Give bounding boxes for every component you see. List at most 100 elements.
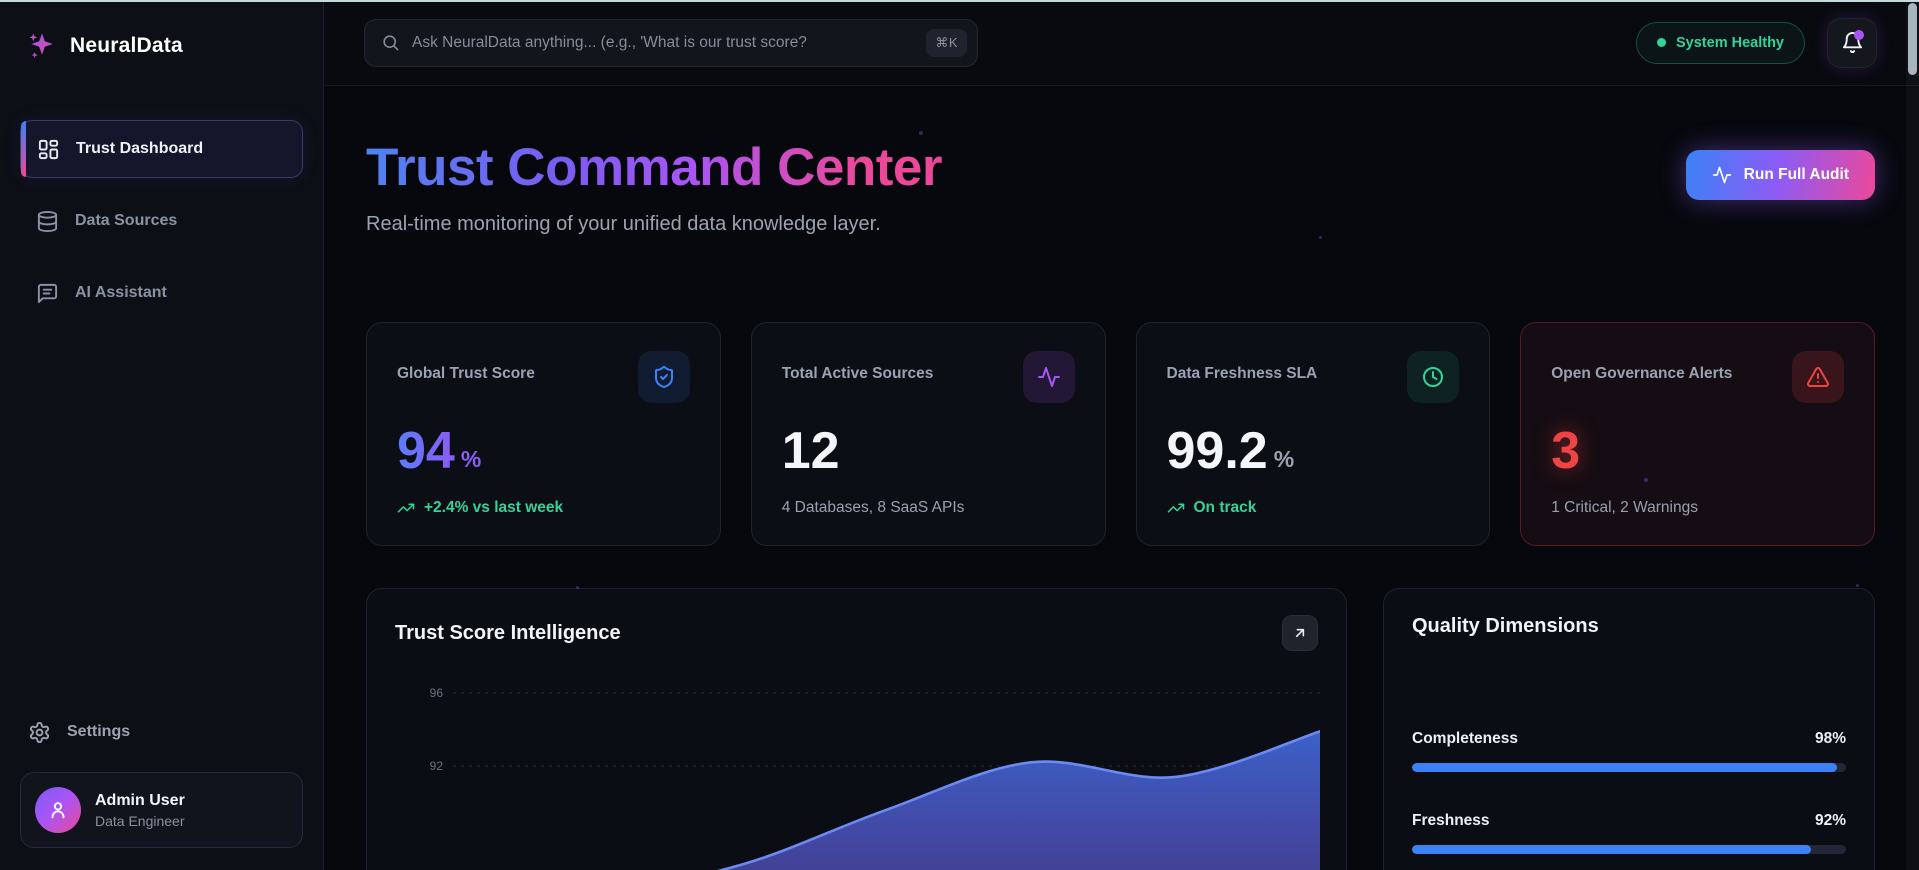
- trending-up-icon: [1167, 503, 1184, 513]
- active-accent-bar: [21, 121, 26, 177]
- dimension-value: 92%: [1814, 812, 1846, 830]
- sidebar-nav: Trust Dashboard Data Sources AI Assistan…: [0, 120, 323, 322]
- page-content: Trust Command Center Real-time monitorin…: [324, 86, 1919, 870]
- sidebar-item-trust-dashboard[interactable]: Trust Dashboard: [20, 120, 303, 178]
- progress-track: [1412, 763, 1846, 773]
- person-icon: [51, 802, 65, 819]
- system-status-badge: System Healthy: [1636, 21, 1805, 64]
- stat-card-global-trust-score: Global Trust Score 94 %: [366, 322, 721, 547]
- scrollbar-thumb[interactable]: [1908, 3, 1917, 75]
- decor-dot: [1856, 584, 1859, 587]
- bell-icon: [1842, 31, 1862, 54]
- stat-value: 12: [781, 422, 840, 481]
- notification-dot: [1854, 29, 1864, 40]
- page-title: Trust Command Center: [366, 138, 943, 197]
- stat-subtext: On track: [1167, 499, 1460, 517]
- stats-row: Global Trust Score 94 %: [366, 322, 1875, 547]
- window-top-edge: [0, 0, 1919, 2]
- sidebar-item-label: AI Assistant: [75, 284, 167, 301]
- svg-text:92: 92: [430, 759, 444, 773]
- sidebar-item-data-sources[interactable]: Data Sources: [20, 192, 303, 250]
- progress-fill: [1412, 845, 1812, 855]
- stat-subtext: 1 Critical, 2 Warnings: [1551, 499, 1698, 517]
- stat-card-data-freshness-sla: Data Freshness SLA 99.2 %: [1135, 322, 1491, 547]
- database-icon: [37, 210, 58, 232]
- stat-suffix: %: [1273, 446, 1295, 473]
- dimension-row-freshness: Freshness 92%: [1412, 812, 1846, 855]
- dimension-value: 98%: [1814, 730, 1846, 748]
- settings-label: Settings: [67, 723, 131, 740]
- alert-triangle-icon: [1807, 367, 1829, 388]
- dimension-label: Freshness: [1412, 812, 1490, 830]
- shield-check-icon: [654, 366, 673, 389]
- trust-score-chart: 96 92: [395, 673, 1322, 870]
- stat-icon-tile: [1407, 351, 1460, 404]
- status-dot: [1657, 38, 1666, 47]
- brand-logo: NeuralData: [0, 0, 323, 72]
- page-header-text: Trust Command Center Real-time monitorin…: [366, 138, 943, 236]
- dimension-label: Completeness: [1412, 730, 1518, 748]
- stat-subtext: 4 Databases, 8 SaaS APIs: [781, 499, 965, 517]
- brand-name: NeuralData: [70, 34, 183, 57]
- sidebar-item-label: Trust Dashboard: [76, 140, 204, 157]
- search-input[interactable]: [412, 33, 915, 52]
- stat-value: 3: [1551, 422, 1581, 481]
- stat-label: Data Freshness SLA: [1166, 365, 1318, 383]
- progress-fill: [1412, 763, 1838, 773]
- stat-subtext: +2.4% vs last week: [397, 499, 690, 517]
- svg-text:96: 96: [430, 686, 444, 700]
- sparkles-icon: [29, 33, 53, 59]
- search-bar[interactable]: ⌘K: [364, 18, 978, 67]
- main-area: ⌘K System Healthy T: [324, 0, 1919, 870]
- search-icon: [383, 35, 399, 51]
- gear-icon: [29, 721, 50, 743]
- trending-up-icon: [397, 503, 415, 513]
- notifications-button[interactable]: [1827, 17, 1877, 68]
- decor-dot: [919, 131, 923, 135]
- page-subtitle: Real-time monitoring of your unified dat…: [366, 213, 881, 236]
- stat-label: Total Active Sources: [781, 365, 934, 383]
- decor-dot: [1319, 236, 1322, 239]
- stat-icon-tile: [637, 351, 690, 404]
- chart-panel-title: Trust Score Intelligence: [395, 621, 621, 644]
- stat-icon-tile: [1022, 351, 1075, 404]
- stat-card-open-governance-alerts: Open Governance Alerts 3 1 Critical, 2 W…: [1520, 322, 1875, 547]
- quality-panel-title: Quality Dimensions: [1412, 615, 1599, 638]
- sidebar-item-ai-assistant[interactable]: AI Assistant: [20, 264, 303, 322]
- decor-dot: [1644, 478, 1648, 482]
- topbar: ⌘K System Healthy: [324, 0, 1919, 86]
- stat-card-total-active-sources: Total Active Sources 12 4 Databases, 8 S…: [750, 322, 1106, 547]
- quality-dimension-list: Completeness 98% Freshness 92%: [1412, 730, 1846, 855]
- sidebar: NeuralData Trust Dashboard Data Sources: [0, 0, 324, 870]
- cta-label: Run Full Audit: [1743, 166, 1849, 183]
- expand-chart-button[interactable]: [1282, 615, 1318, 652]
- clock-icon: [1423, 367, 1444, 388]
- sidebar-item-label: Data Sources: [75, 212, 178, 229]
- sidebar-spacer: [0, 322, 323, 710]
- sidebar-item-settings[interactable]: Settings: [20, 710, 303, 754]
- user-name: Admin User: [95, 791, 185, 809]
- dimension-row-completeness: Completeness 98%: [1412, 730, 1846, 773]
- page-header: Trust Command Center Real-time monitorin…: [366, 138, 1875, 236]
- dashboard-grid-icon: [38, 139, 59, 159]
- status-label: System Healthy: [1676, 34, 1784, 51]
- trust-score-intelligence-panel: Trust Score Intelligence 96 92: [366, 588, 1347, 870]
- stat-value: 99.2: [1166, 422, 1268, 481]
- activity-icon: [1037, 367, 1060, 388]
- panels-row: Trust Score Intelligence 96 92 Quality Di…: [366, 588, 1875, 870]
- run-full-audit-button[interactable]: Run Full Audit: [1685, 150, 1875, 200]
- progress-track: [1412, 845, 1846, 855]
- stat-value: 94: [397, 422, 455, 481]
- keyboard-shortcut-badge: ⌘K: [926, 28, 967, 57]
- page-scrollbar[interactable]: [1906, 2, 1919, 870]
- user-card[interactable]: Admin User Data Engineer: [20, 772, 303, 848]
- avatar: [35, 787, 81, 833]
- quality-dimensions-panel: Quality Dimensions Completeness 98%: [1383, 588, 1875, 870]
- stat-label: Global Trust Score: [397, 365, 535, 383]
- activity-icon: [1712, 166, 1731, 184]
- arrow-up-right-icon: [1295, 629, 1305, 638]
- stat-icon-tile: [1792, 351, 1844, 404]
- stat-suffix: %: [460, 446, 482, 473]
- stat-label: Open Governance Alerts: [1551, 365, 1733, 383]
